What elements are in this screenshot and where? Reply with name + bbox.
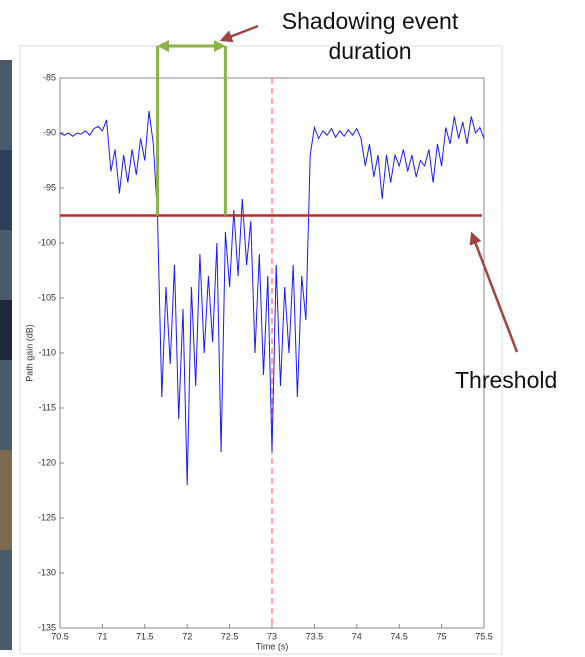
annotation-arrow: [219, 24, 259, 43]
y-tick-label: -120: [38, 457, 56, 467]
y-tick-label: -130: [38, 567, 56, 577]
y-tick-label: -115: [39, 402, 56, 412]
x-tick-label: 72.5: [221, 631, 239, 641]
y-tick-label: -125: [38, 512, 56, 522]
x-tick-label: 74.5: [390, 631, 408, 641]
photo-strip: [0, 60, 12, 650]
y-tick-label: -105: [38, 292, 56, 302]
y-tick-label: -135: [38, 622, 56, 632]
x-tick-label: 71.5: [136, 631, 154, 641]
annotation: Threshold: [455, 367, 558, 393]
x-axis-label: Time (s): [256, 641, 289, 651]
y-tick-label: -100: [38, 237, 56, 247]
figure-frame: [19, 45, 503, 655]
y-axis-label: Path gain (dB): [24, 324, 34, 382]
y-tick-label: -90: [43, 127, 56, 137]
x-tick-label: 73.5: [306, 631, 324, 641]
x-tick-label: 75.5: [475, 631, 493, 641]
x-tick-label: 73: [267, 631, 277, 641]
annotation: Shadowing event duration: [281, 8, 459, 64]
x-tick-label: 74: [352, 631, 362, 641]
annotation-arrow: [469, 231, 519, 353]
y-tick-label: -110: [39, 347, 56, 357]
x-tick-label: 75: [437, 631, 447, 641]
y-tick-label: -85: [43, 72, 56, 82]
x-tick-label: 71: [97, 631, 107, 641]
series-line: [59, 110, 485, 486]
x-tick-label: 70.5: [51, 631, 69, 641]
y-tick-label: -95: [43, 182, 56, 192]
x-tick-label: 72: [182, 631, 192, 641]
